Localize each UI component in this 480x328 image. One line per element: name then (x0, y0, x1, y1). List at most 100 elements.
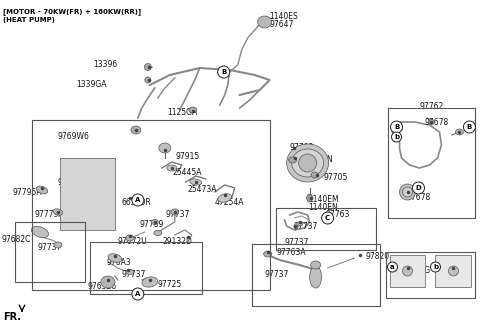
Text: 97703: 97703 (289, 143, 314, 152)
Ellipse shape (307, 194, 312, 202)
Text: C: C (325, 215, 330, 221)
Ellipse shape (126, 270, 134, 275)
Text: 97737: 97737 (166, 210, 190, 219)
Ellipse shape (258, 16, 272, 28)
Circle shape (387, 262, 397, 272)
Text: 976526: 976526 (88, 282, 117, 291)
Bar (15, 222, 85, 282)
Text: a: a (390, 264, 395, 270)
Circle shape (391, 121, 403, 133)
Text: 13396: 13396 (93, 60, 117, 69)
Text: 97672U: 97672U (118, 237, 148, 246)
Ellipse shape (167, 165, 177, 171)
Ellipse shape (297, 222, 302, 226)
Ellipse shape (154, 231, 162, 236)
Ellipse shape (288, 157, 297, 163)
Text: 1129EN: 1129EN (304, 155, 333, 164)
Text: B: B (394, 124, 399, 130)
Ellipse shape (264, 251, 272, 257)
Ellipse shape (142, 277, 158, 287)
Text: 97737: 97737 (264, 270, 289, 279)
Text: 1140ES: 1140ES (270, 12, 299, 21)
Text: 97721B: 97721B (443, 266, 472, 275)
Text: B: B (467, 124, 472, 130)
Text: 29132D: 29132D (163, 237, 192, 246)
Bar (387, 108, 475, 218)
Ellipse shape (189, 107, 197, 113)
Ellipse shape (292, 149, 324, 177)
Text: A: A (135, 291, 141, 297)
Ellipse shape (218, 194, 231, 202)
Text: FR.: FR. (3, 312, 21, 322)
Text: 97737: 97737 (122, 270, 146, 279)
Text: A: A (135, 197, 141, 203)
Ellipse shape (456, 129, 464, 135)
Text: 97820: 97820 (366, 252, 390, 261)
Text: 97615G: 97615G (400, 266, 431, 275)
Ellipse shape (448, 266, 458, 276)
Text: 97737: 97737 (294, 222, 318, 231)
Text: 66390R: 66390R (122, 198, 152, 207)
Text: 1140EN: 1140EN (309, 203, 338, 212)
Bar (385, 252, 475, 298)
Bar (90, 242, 202, 294)
Ellipse shape (399, 184, 416, 200)
Ellipse shape (144, 64, 151, 71)
Text: 97779A: 97779A (35, 210, 65, 219)
Text: 97763A: 97763A (276, 248, 306, 257)
Text: 97915: 97915 (176, 152, 200, 161)
Text: 25445A: 25445A (173, 168, 202, 177)
Circle shape (392, 132, 401, 142)
Circle shape (464, 121, 475, 133)
Ellipse shape (159, 143, 171, 153)
Text: 97737: 97737 (38, 243, 62, 252)
Text: 1339GA: 1339GA (76, 80, 107, 89)
Ellipse shape (31, 226, 48, 237)
Circle shape (132, 194, 144, 206)
Ellipse shape (108, 254, 122, 262)
Text: 97795A: 97795A (13, 188, 43, 197)
Ellipse shape (311, 172, 318, 178)
Ellipse shape (101, 276, 115, 288)
Text: 47254A: 47254A (215, 198, 244, 207)
Text: 976A3: 976A3 (107, 258, 132, 267)
Ellipse shape (311, 261, 321, 269)
Text: 1140EM: 1140EM (309, 195, 339, 204)
Circle shape (412, 182, 424, 194)
Text: 1125GA: 1125GA (167, 108, 197, 117)
Text: 97737: 97737 (285, 238, 309, 247)
Ellipse shape (190, 179, 202, 185)
Ellipse shape (151, 219, 158, 224)
Text: 97678: 97678 (424, 118, 449, 127)
Text: 97606W: 97606W (58, 178, 90, 187)
Ellipse shape (145, 77, 151, 83)
Text: 97705: 97705 (324, 173, 348, 182)
Bar (435, 255, 471, 287)
Circle shape (431, 262, 441, 272)
Bar (390, 255, 425, 287)
Ellipse shape (403, 266, 412, 276)
Ellipse shape (126, 235, 134, 241)
Circle shape (132, 288, 144, 300)
Text: b: b (394, 134, 399, 140)
Text: 9769W6: 9769W6 (58, 132, 90, 141)
Text: 25473A: 25473A (188, 185, 217, 194)
Text: 97647: 97647 (270, 20, 294, 29)
Ellipse shape (429, 119, 434, 125)
Ellipse shape (131, 126, 141, 134)
Ellipse shape (310, 266, 322, 288)
Text: b: b (433, 264, 438, 270)
Text: 97769: 97769 (140, 220, 164, 229)
Text: 97763: 97763 (325, 210, 350, 219)
Ellipse shape (403, 187, 412, 197)
Bar (276, 208, 375, 250)
Circle shape (218, 66, 230, 78)
Text: B: B (221, 69, 227, 75)
Text: [MOTOR - 70KW(FR) + 160KW(RR)]: [MOTOR - 70KW(FR) + 160KW(RR)] (3, 8, 141, 15)
Bar (60, 158, 115, 230)
Bar (32, 120, 270, 290)
Text: 97725: 97725 (158, 280, 182, 289)
Ellipse shape (287, 144, 329, 182)
Ellipse shape (392, 129, 399, 135)
Ellipse shape (36, 186, 48, 194)
